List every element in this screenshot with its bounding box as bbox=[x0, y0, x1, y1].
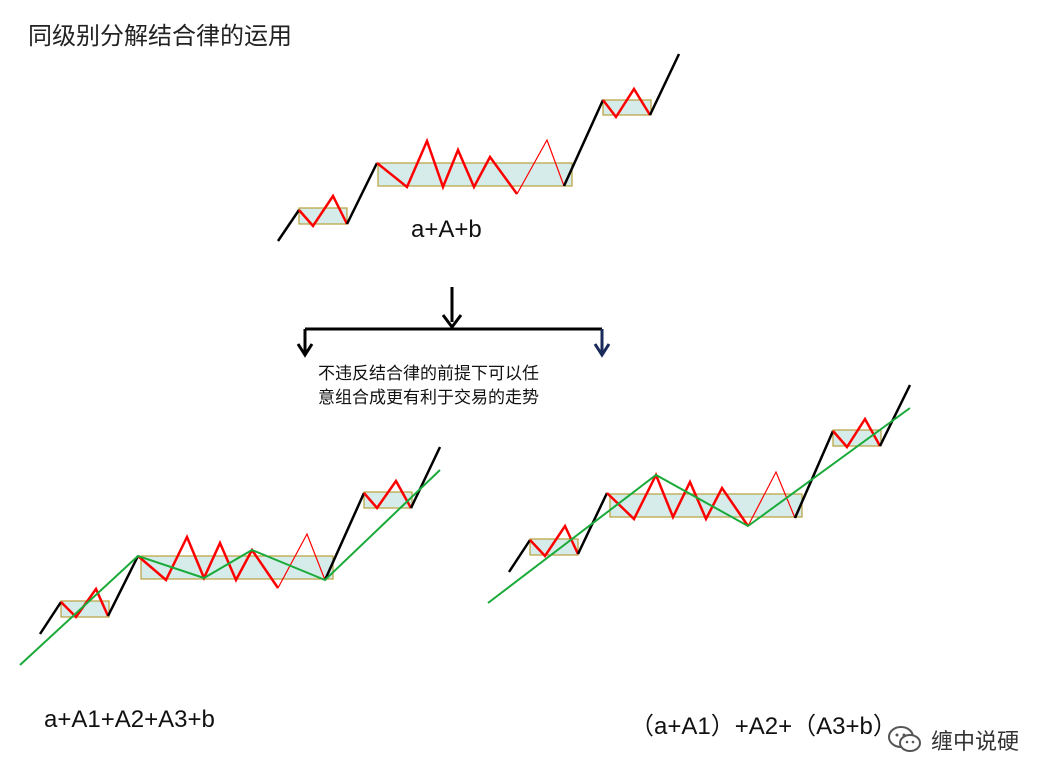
top-structure bbox=[276, 53, 681, 242]
top-red-A-thin bbox=[516, 138, 565, 195]
right-red-A-thin bbox=[747, 470, 796, 527]
right-structure bbox=[487, 384, 912, 604]
top-link-2 bbox=[562, 99, 605, 187]
arrow-left-head bbox=[296, 343, 314, 358]
top-red-A bbox=[376, 137, 519, 195]
arrow-stem-head bbox=[441, 314, 463, 330]
arrow-right-head bbox=[593, 343, 611, 358]
left-structure bbox=[19, 446, 442, 666]
left-link-2 bbox=[323, 492, 366, 581]
rule-note-line-1: 不违反结合律的前提下可以任 bbox=[318, 364, 539, 384]
right-link-2 bbox=[793, 430, 835, 519]
rule-note: 不违反结合律的前提下可以任 意组合成更有利于交易的走势 bbox=[318, 362, 539, 410]
right-red-A bbox=[606, 471, 750, 527]
watermark-text: 缠中说硬 bbox=[930, 730, 1019, 755]
wechat-icon bbox=[887, 726, 921, 752]
left-red-b bbox=[363, 478, 413, 511]
right-red-b bbox=[832, 416, 882, 450]
top-link-1 bbox=[345, 162, 379, 225]
right-lead-in bbox=[507, 539, 532, 573]
split-arrows bbox=[296, 287, 611, 358]
right-formula: （a+A1）+A2+（A3+b） bbox=[630, 713, 897, 740]
left-lead-out bbox=[409, 446, 442, 509]
top-red-a bbox=[298, 193, 349, 229]
left-formula: a+A1+A2+A3+b bbox=[44, 706, 215, 733]
watermark: 缠中说硬 bbox=[887, 724, 1019, 756]
top-lead-in bbox=[276, 209, 301, 242]
diagram-title: 同级别分解结合律的运用 bbox=[28, 22, 292, 50]
top-box-a bbox=[298, 207, 348, 225]
left-red-A-thin bbox=[277, 532, 326, 589]
right-green-trend bbox=[487, 407, 911, 604]
top-lead-out bbox=[648, 53, 681, 116]
right-box-A bbox=[609, 493, 803, 518]
left-link-1 bbox=[106, 555, 140, 617]
left-lead-in bbox=[38, 601, 63, 635]
rule-note-line-2: 意组合成更有利于交易的走势 bbox=[318, 388, 539, 408]
top-red-b bbox=[602, 86, 652, 120]
right-lead-out bbox=[878, 384, 912, 447]
left-red-A bbox=[137, 533, 280, 589]
left-green-trend bbox=[19, 469, 441, 666]
top-formula: a+A+b bbox=[411, 216, 482, 243]
